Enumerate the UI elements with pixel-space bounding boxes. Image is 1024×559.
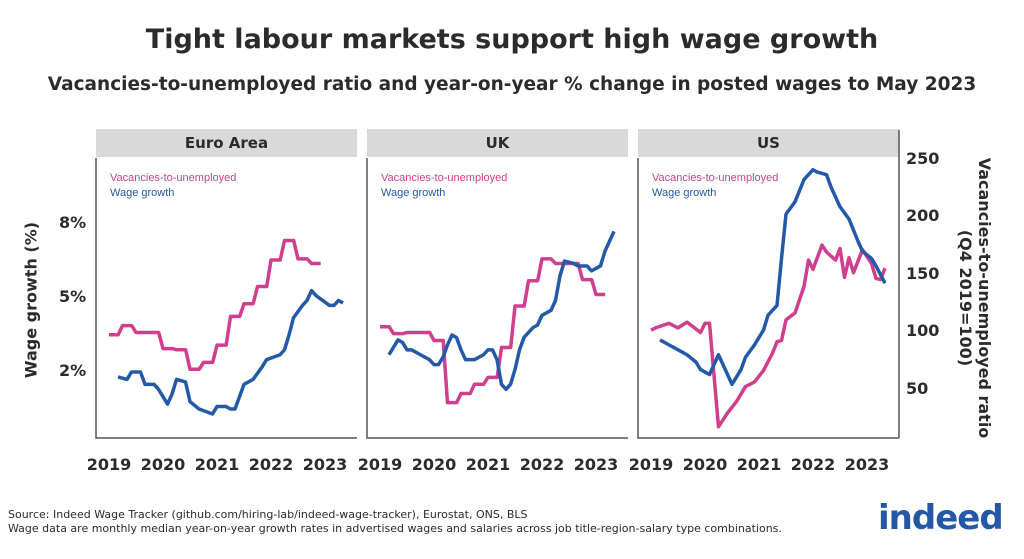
- source-note: Source: Indeed Wage Tracker (github.com/…: [8, 508, 528, 521]
- chart-title: Tight labour markets support high wage g…: [145, 24, 879, 55]
- vacancies-line-us: [650, 243, 887, 429]
- vacancies-line-euro-area: [109, 238, 321, 372]
- x-tick-label: 2022: [519, 455, 565, 474]
- legend-wage: Wage growth: [110, 187, 175, 199]
- left-tick-label: 5%: [59, 287, 87, 306]
- vacancies-line-uk: [380, 257, 606, 405]
- x-tick-label: 2020: [682, 455, 728, 474]
- wage-growth-line-uk: [387, 230, 616, 392]
- panel-axis: [366, 158, 628, 439]
- panel-strip-euro-area: Euro Area: [96, 129, 357, 157]
- left-tick-label: 8%: [59, 213, 87, 232]
- x-tick-label: 2022: [790, 455, 836, 474]
- chart-subtitle: Vacancies-to-unemployed ratio and year-o…: [47, 74, 977, 95]
- x-tick-label: 2023: [302, 455, 348, 474]
- indeed-logo: indeed: [878, 498, 1004, 538]
- panel-strip-uk: UK: [367, 129, 628, 157]
- panel-axis: [637, 158, 899, 439]
- panel-strip-us: US: [638, 129, 899, 157]
- x-tick-label: 2019: [357, 455, 403, 474]
- legend-vacancies: Vacancies-to-unemployed: [652, 172, 779, 184]
- x-tick-label: 2022: [248, 455, 294, 474]
- right-tick-label: 50: [906, 379, 929, 398]
- x-tick-label: 2023: [573, 455, 619, 474]
- legend-vacancies: Vacancies-to-unemployed: [381, 172, 508, 184]
- left-tick-label: 2%: [59, 361, 87, 380]
- panel-axis: [95, 158, 357, 439]
- x-tick-label: 2021: [465, 455, 511, 474]
- x-tick-label: 2020: [411, 455, 457, 474]
- methodology-note: Wage data are monthly median year-on-yea…: [8, 522, 782, 535]
- wage-growth-line-us: [659, 167, 887, 387]
- right-tick-label: 100: [906, 321, 940, 340]
- right-tick-label: 250: [906, 149, 940, 168]
- right-tick-label: 200: [906, 206, 940, 225]
- legend-wage: Wage growth: [652, 187, 717, 199]
- x-tick-label: 2021: [736, 455, 782, 474]
- x-tick-label: 2019: [628, 455, 674, 474]
- x-tick-label: 2023: [844, 455, 890, 474]
- wage-growth-line-euro-area: [117, 288, 344, 416]
- x-tick-label: 2019: [86, 455, 132, 474]
- x-tick-label: 2020: [140, 455, 186, 474]
- legend-vacancies: Vacancies-to-unemployed: [110, 172, 237, 184]
- right-tick-label: 150: [906, 264, 940, 283]
- x-tick-label: 2021: [194, 455, 240, 474]
- legend-wage: Wage growth: [381, 187, 446, 199]
